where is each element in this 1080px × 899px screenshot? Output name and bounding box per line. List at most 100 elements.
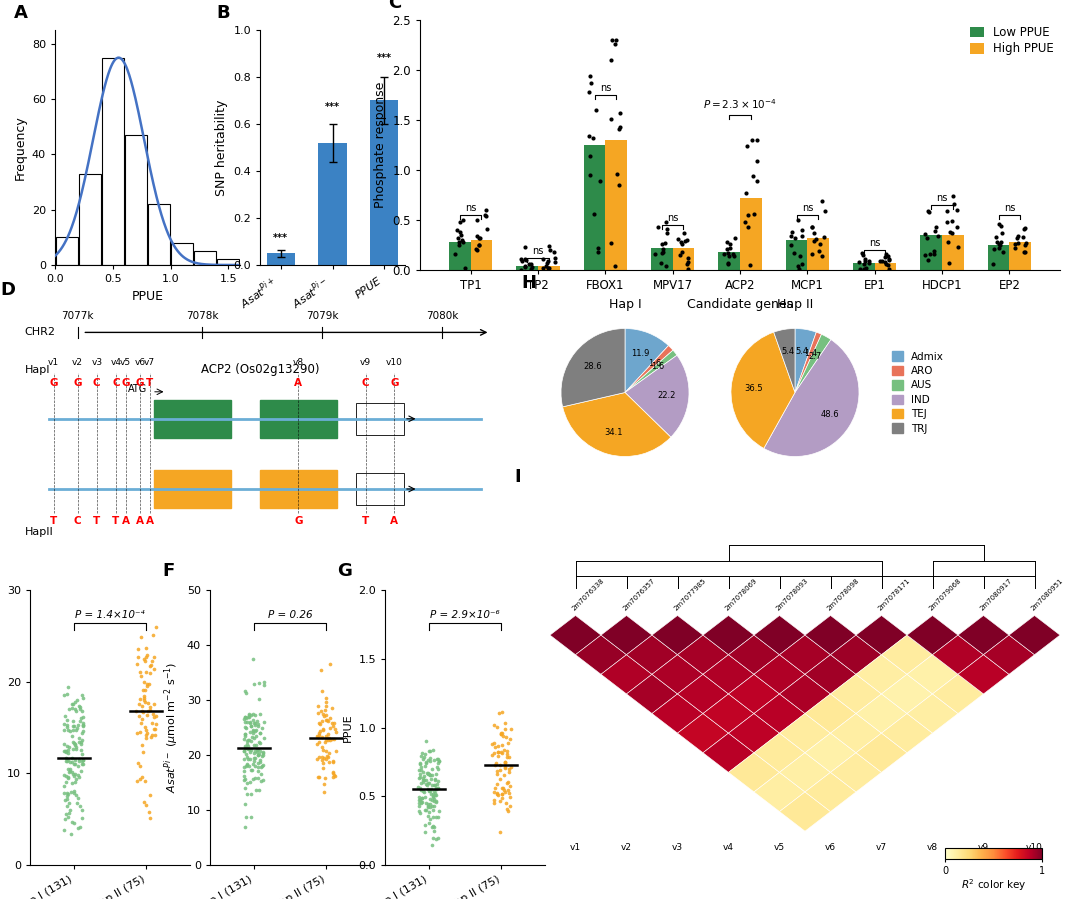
Point (239, 739, 256, 753)
Point (58, 718, 76, 733)
Point (813, 249, 831, 263)
Point (71, 714, 89, 728)
Point (500, 750, 517, 764)
Point (430, 754, 447, 769)
Point (70, 734, 87, 749)
Point (424, 790, 442, 805)
Point (785, 246, 802, 261)
Point (679, 263, 697, 277)
Point (62, 764, 79, 779)
Polygon shape (754, 654, 805, 694)
Text: T: T (112, 516, 120, 526)
Text: 11.9: 11.9 (631, 350, 649, 359)
Point (135, 652, 152, 666)
Point (411, 757, 429, 771)
Text: CHR2: CHR2 (25, 327, 56, 337)
Text: 1.6: 1.6 (648, 359, 661, 368)
Text: 34.1: 34.1 (605, 428, 623, 437)
Bar (853, 263, 875, 270)
Point (939, 215, 956, 229)
Point (454, 233, 471, 247)
Point (237, 710, 254, 725)
Point (419, 765, 436, 779)
Point (512, 252, 529, 266)
Bar (538, 266, 559, 270)
Text: T: T (146, 378, 153, 388)
Point (65, 735, 82, 750)
Point (147, 717, 164, 732)
Point (244, 756, 261, 770)
Point (541, 243, 558, 257)
Point (311, 734, 328, 749)
Point (421, 769, 438, 783)
Point (678, 233, 696, 247)
Point (55, 689, 72, 703)
Point (492, 745, 510, 760)
Point (132, 716, 149, 730)
Point (309, 770, 326, 785)
Point (426, 772, 443, 787)
Point (411, 780, 429, 795)
Point (315, 777, 333, 791)
Point (64, 700, 81, 715)
Point (426, 779, 443, 793)
Point (314, 755, 332, 770)
Point (451, 225, 469, 239)
Point (428, 793, 445, 807)
Point (855, 263, 873, 277)
Legend: Low PPUE, High PPUE: Low PPUE, High PPUE (970, 26, 1054, 56)
Point (72, 737, 90, 752)
Point (585, 207, 603, 221)
Point (246, 759, 264, 773)
Point (326, 732, 343, 746)
Point (943, 227, 960, 241)
Point (513, 254, 530, 269)
Polygon shape (626, 635, 677, 674)
Point (490, 706, 508, 720)
Point (129, 726, 146, 741)
Polygon shape (831, 674, 881, 714)
Point (139, 708, 157, 722)
Wedge shape (625, 355, 689, 437)
Point (139, 677, 157, 691)
Point (880, 262, 897, 276)
Text: 1.4: 1.4 (804, 350, 818, 359)
Point (251, 746, 268, 761)
Point (135, 795, 152, 809)
Text: v7: v7 (144, 358, 156, 367)
Point (311, 724, 328, 738)
Point (235, 744, 253, 759)
Point (145, 722, 162, 736)
Point (325, 716, 342, 730)
Point (319, 714, 336, 728)
Point (808, 232, 825, 246)
Point (991, 235, 1009, 249)
Point (70, 754, 87, 769)
Point (254, 759, 271, 773)
Point (132, 691, 149, 706)
Point (410, 771, 428, 786)
Point (69, 768, 86, 782)
Point (319, 726, 336, 741)
Point (489, 739, 507, 753)
Point (137, 727, 154, 742)
Point (246, 724, 264, 738)
Point (789, 259, 807, 273)
Point (486, 745, 503, 760)
X-axis label: PPUE: PPUE (132, 289, 163, 303)
Point (75, 752, 92, 767)
Point (75, 710, 92, 725)
Point (941, 256, 958, 271)
Point (242, 708, 259, 723)
Point (607, 259, 624, 273)
Point (1007, 241, 1024, 255)
Point (413, 760, 430, 774)
Point (245, 677, 262, 691)
Point (942, 225, 959, 239)
Point (410, 799, 428, 814)
Point (498, 796, 515, 810)
Point (919, 203, 936, 218)
Point (246, 744, 264, 759)
Point (241, 725, 258, 739)
Point (793, 223, 810, 237)
